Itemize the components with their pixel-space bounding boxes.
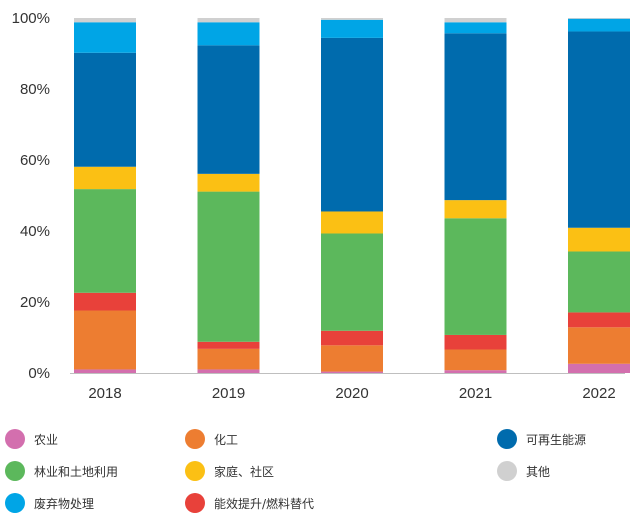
bar-segment (74, 18, 136, 23)
y-tick-label: 0% (28, 365, 50, 382)
bar-segment (568, 18, 630, 32)
bar-stack-2018 (74, 18, 136, 373)
bar-segment (444, 200, 507, 219)
x-tick-label: 2022 (582, 385, 615, 402)
bar-segment (197, 18, 260, 23)
legend-label-renewable-energy: 可再生能源 (526, 432, 587, 447)
legend-swatch-forestry-land-use (5, 461, 25, 481)
bar-segment (74, 369, 136, 373)
bar-stack-2019 (197, 18, 260, 373)
legend-swatch-renewable-energy (497, 429, 517, 449)
x-tick-label: 2021 (459, 385, 492, 402)
bar-segment (568, 18, 630, 19)
x-tick-label: 2020 (335, 385, 368, 402)
bar-segment (568, 312, 630, 328)
bar-segment (568, 227, 630, 252)
legend-label-efficiency-fuel-switch: 能效提升/燃料替代 (214, 496, 315, 511)
x-tick-label: 2018 (88, 385, 121, 402)
bar-segment (74, 310, 136, 370)
bar-segment (74, 292, 136, 311)
bar-segment (444, 370, 507, 373)
legend-item-other: 其他 (497, 460, 550, 482)
legend-label-waste-treatment: 废弃物处理 (34, 496, 95, 511)
bar-segment (444, 18, 507, 23)
legend-label-other: 其他 (526, 464, 551, 479)
bar-segment (197, 191, 260, 342)
legend-label-forestry-land-use: 林业和土地利用 (34, 464, 119, 479)
bar-segment (321, 19, 383, 38)
legend-swatch-chemical (185, 429, 205, 449)
legend-swatch-efficiency-fuel-switch (185, 493, 205, 513)
legend-item-chemical: 化工 (185, 428, 238, 450)
bar-segment (321, 233, 383, 331)
x-axis-tick-labels: 2018 2019 2020 2021 2022 (88, 385, 615, 402)
y-tick-label: 60% (20, 152, 50, 169)
x-tick-label: 2019 (212, 385, 245, 402)
bar-segment (197, 341, 260, 349)
bar-segment (321, 330, 383, 346)
bar-segment (568, 327, 630, 364)
legend-swatch-other (497, 461, 517, 481)
y-tick-label: 80% (20, 81, 50, 98)
legend-swatch-agriculture (5, 429, 25, 449)
bar-segment (444, 33, 507, 201)
bar-stack-2020 (321, 18, 383, 373)
legend: 农业 化工 可再生能源 林业和土地利用 家庭、社区 其他 废弃物处理 能效提升/… (0, 420, 635, 517)
bar-stack-2021 (444, 18, 507, 373)
legend-item-waste-treatment: 废弃物处理 (5, 492, 94, 514)
bar-segment (197, 348, 260, 370)
y-axis-tick-labels: 0% 20% 40% 60% 80% 100% (12, 10, 50, 382)
y-tick-label: 40% (20, 223, 50, 240)
bar-segment (74, 189, 136, 293)
bar-segment (444, 218, 507, 335)
bar-segment (321, 371, 383, 373)
bar-segment (321, 211, 383, 234)
legend-item-agriculture: 农业 (5, 428, 58, 450)
bar-segment (444, 334, 507, 350)
legend-item-forestry-land-use: 林业和土地利用 (5, 460, 118, 482)
bar-segment (568, 251, 630, 313)
bar-segment (197, 369, 260, 373)
legend-item-household-community: 家庭、社区 (185, 460, 274, 482)
bar-segment (74, 166, 136, 190)
bar-segment (74, 52, 136, 167)
bar-segment (321, 37, 383, 212)
legend-label-household-community: 家庭、社区 (214, 464, 275, 479)
legend-label-agriculture: 农业 (34, 432, 59, 447)
bar-segment (197, 45, 260, 174)
bar-stack-2022 (568, 18, 630, 373)
legend-item-efficiency-fuel-switch: 能效提升/燃料替代 (185, 492, 314, 514)
bar-segment (568, 31, 630, 228)
bar-segment (321, 18, 383, 20)
y-tick-label: 20% (20, 294, 50, 311)
legend-swatch-household-community (185, 461, 205, 481)
stacked-bar-chart: 0% 20% 40% 60% 80% 100% 2018 2019 2020 2021 2022 (12, 10, 630, 402)
bar-segment (444, 22, 507, 34)
bar-segment (568, 363, 630, 373)
bar-segment (321, 345, 383, 372)
bar-segment (74, 22, 136, 53)
bar-segment (197, 173, 260, 192)
legend-item-renewable-energy: 可再生能源 (497, 428, 586, 450)
legend-label-chemical: 化工 (214, 432, 239, 447)
bar-segment (197, 22, 260, 46)
legend-swatch-waste-treatment (5, 493, 25, 513)
bar-stacks (74, 18, 630, 373)
bar-segment (444, 349, 507, 371)
y-tick-label: 100% (12, 10, 50, 27)
